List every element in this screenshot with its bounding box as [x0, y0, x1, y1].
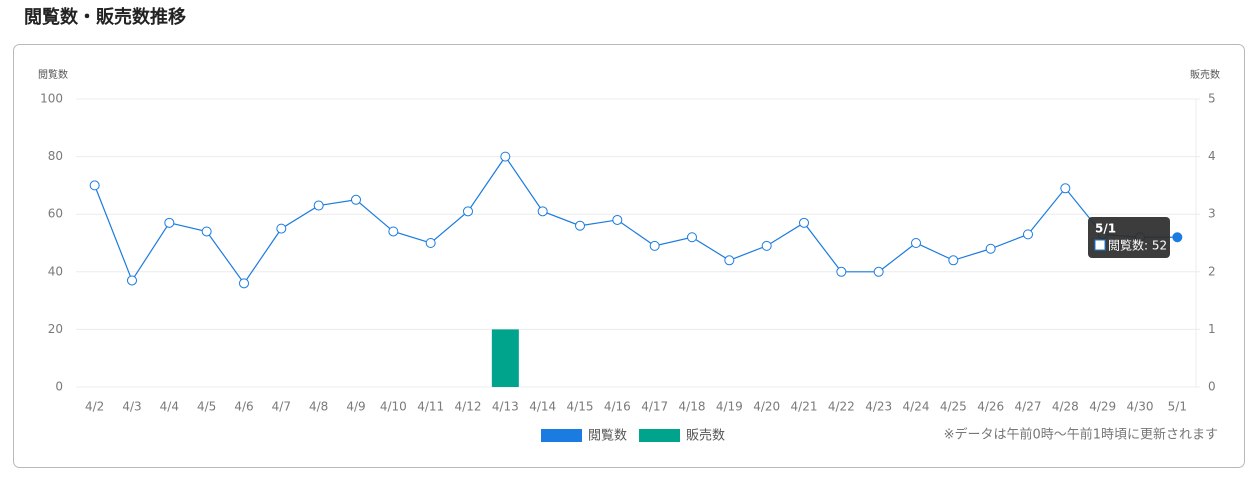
x-tick-label: 4/9	[346, 400, 365, 414]
x-tick-label: 4/23	[865, 400, 892, 414]
bar	[491, 329, 519, 387]
x-tick-label: 4/29	[1089, 400, 1116, 414]
point	[1172, 232, 1183, 243]
y2-tick-label: 5	[1208, 92, 1216, 106]
x-tick-label: 4/25	[940, 400, 967, 414]
x-tick-label: 4/12	[455, 400, 482, 414]
x-tick-label: 4/18	[679, 400, 706, 414]
point	[873, 266, 884, 277]
point	[388, 226, 399, 237]
point	[313, 200, 324, 211]
tooltip-swatch	[1094, 239, 1106, 251]
note: ※データは午前0時～午前1時頃に更新されます	[944, 427, 1218, 443]
x-tick-label: 4/6	[234, 400, 253, 414]
point	[351, 194, 361, 205]
point	[724, 255, 735, 266]
x-tick-label: 4/26	[977, 400, 1004, 414]
y-tick-label: 60	[48, 207, 63, 221]
point	[463, 206, 473, 217]
x-tick-label: 4/19	[716, 400, 743, 414]
x-tick-label: 4/5	[197, 400, 216, 414]
legend-label: 販売数	[686, 428, 725, 444]
x-tick-label: 4/20	[753, 400, 780, 414]
tooltip-text: 閲覧数: 52	[1108, 238, 1167, 253]
y2-tick-label: 4	[1208, 149, 1216, 163]
y-tick-label: 80	[48, 149, 63, 163]
x-tick-label: 4/22	[828, 400, 855, 414]
point	[836, 266, 847, 277]
point	[948, 255, 959, 266]
point	[89, 180, 100, 191]
point	[649, 240, 660, 251]
x-tick-label: 4/28	[1052, 400, 1079, 414]
point	[201, 226, 212, 237]
x-tick-label: 4/2	[85, 400, 104, 414]
y2-axis-label: 販売数	[1190, 68, 1220, 81]
point	[500, 151, 511, 162]
point	[612, 214, 623, 225]
y2-tick-label: 0	[1208, 380, 1216, 394]
y-tick-label: 20	[48, 322, 63, 336]
x-tick-label: 4/17	[641, 400, 668, 414]
point	[537, 206, 548, 217]
x-tick-label: 4/8	[309, 400, 328, 414]
legend-swatch	[639, 429, 681, 442]
line	[94, 155, 1178, 285]
x-tick-label: 4/7	[272, 400, 291, 414]
point	[1060, 183, 1071, 194]
x-tick-label: 4/3	[122, 400, 141, 414]
x-tick-label: 4/15	[567, 400, 594, 414]
chart-title: 閲覧数・販売数推移	[24, 6, 186, 28]
x-tick-label: 4/27	[1015, 400, 1042, 414]
point	[911, 238, 921, 248]
x-tick-label: 4/10	[380, 400, 407, 414]
card	[13, 44, 1245, 468]
point	[164, 217, 175, 228]
x-tick-label: 4/11	[417, 400, 444, 414]
point	[425, 238, 436, 248]
point	[761, 240, 772, 251]
y-tick-label: 0	[55, 380, 63, 394]
x-tick-label: 4/13	[492, 400, 519, 414]
legend-label: 閲覧数	[588, 428, 627, 444]
y-tick-label: 100	[40, 92, 63, 106]
x-tick-label: 4/24	[903, 400, 930, 414]
tooltip-box	[1088, 217, 1170, 258]
legend-swatch	[541, 429, 582, 442]
tooltip: 5/1 閲覧数: 52	[1088, 217, 1170, 258]
x-tick-label: 4/30	[1127, 400, 1154, 414]
y2-tick-label: 2	[1208, 264, 1216, 278]
x-tick-label: 5/1	[1168, 400, 1187, 414]
y-axis-label: 閲覧数	[38, 68, 68, 81]
y2-tick-label: 3	[1208, 207, 1216, 221]
point	[1023, 229, 1033, 240]
point	[127, 275, 137, 286]
point	[575, 220, 585, 231]
point	[985, 243, 996, 254]
point	[687, 232, 697, 243]
tooltip-title: 5/1	[1095, 222, 1116, 236]
point	[239, 278, 249, 289]
y-tick-label: 40	[48, 264, 63, 278]
point	[276, 223, 287, 234]
x-tick-label: 4/14	[529, 400, 556, 414]
x-tick-label: 4/4	[160, 400, 179, 414]
x-tick-label: 4/16	[604, 400, 631, 414]
y2-tick-label: 1	[1208, 322, 1216, 336]
x-tick-label: 4/21	[791, 400, 818, 414]
point	[799, 217, 809, 228]
